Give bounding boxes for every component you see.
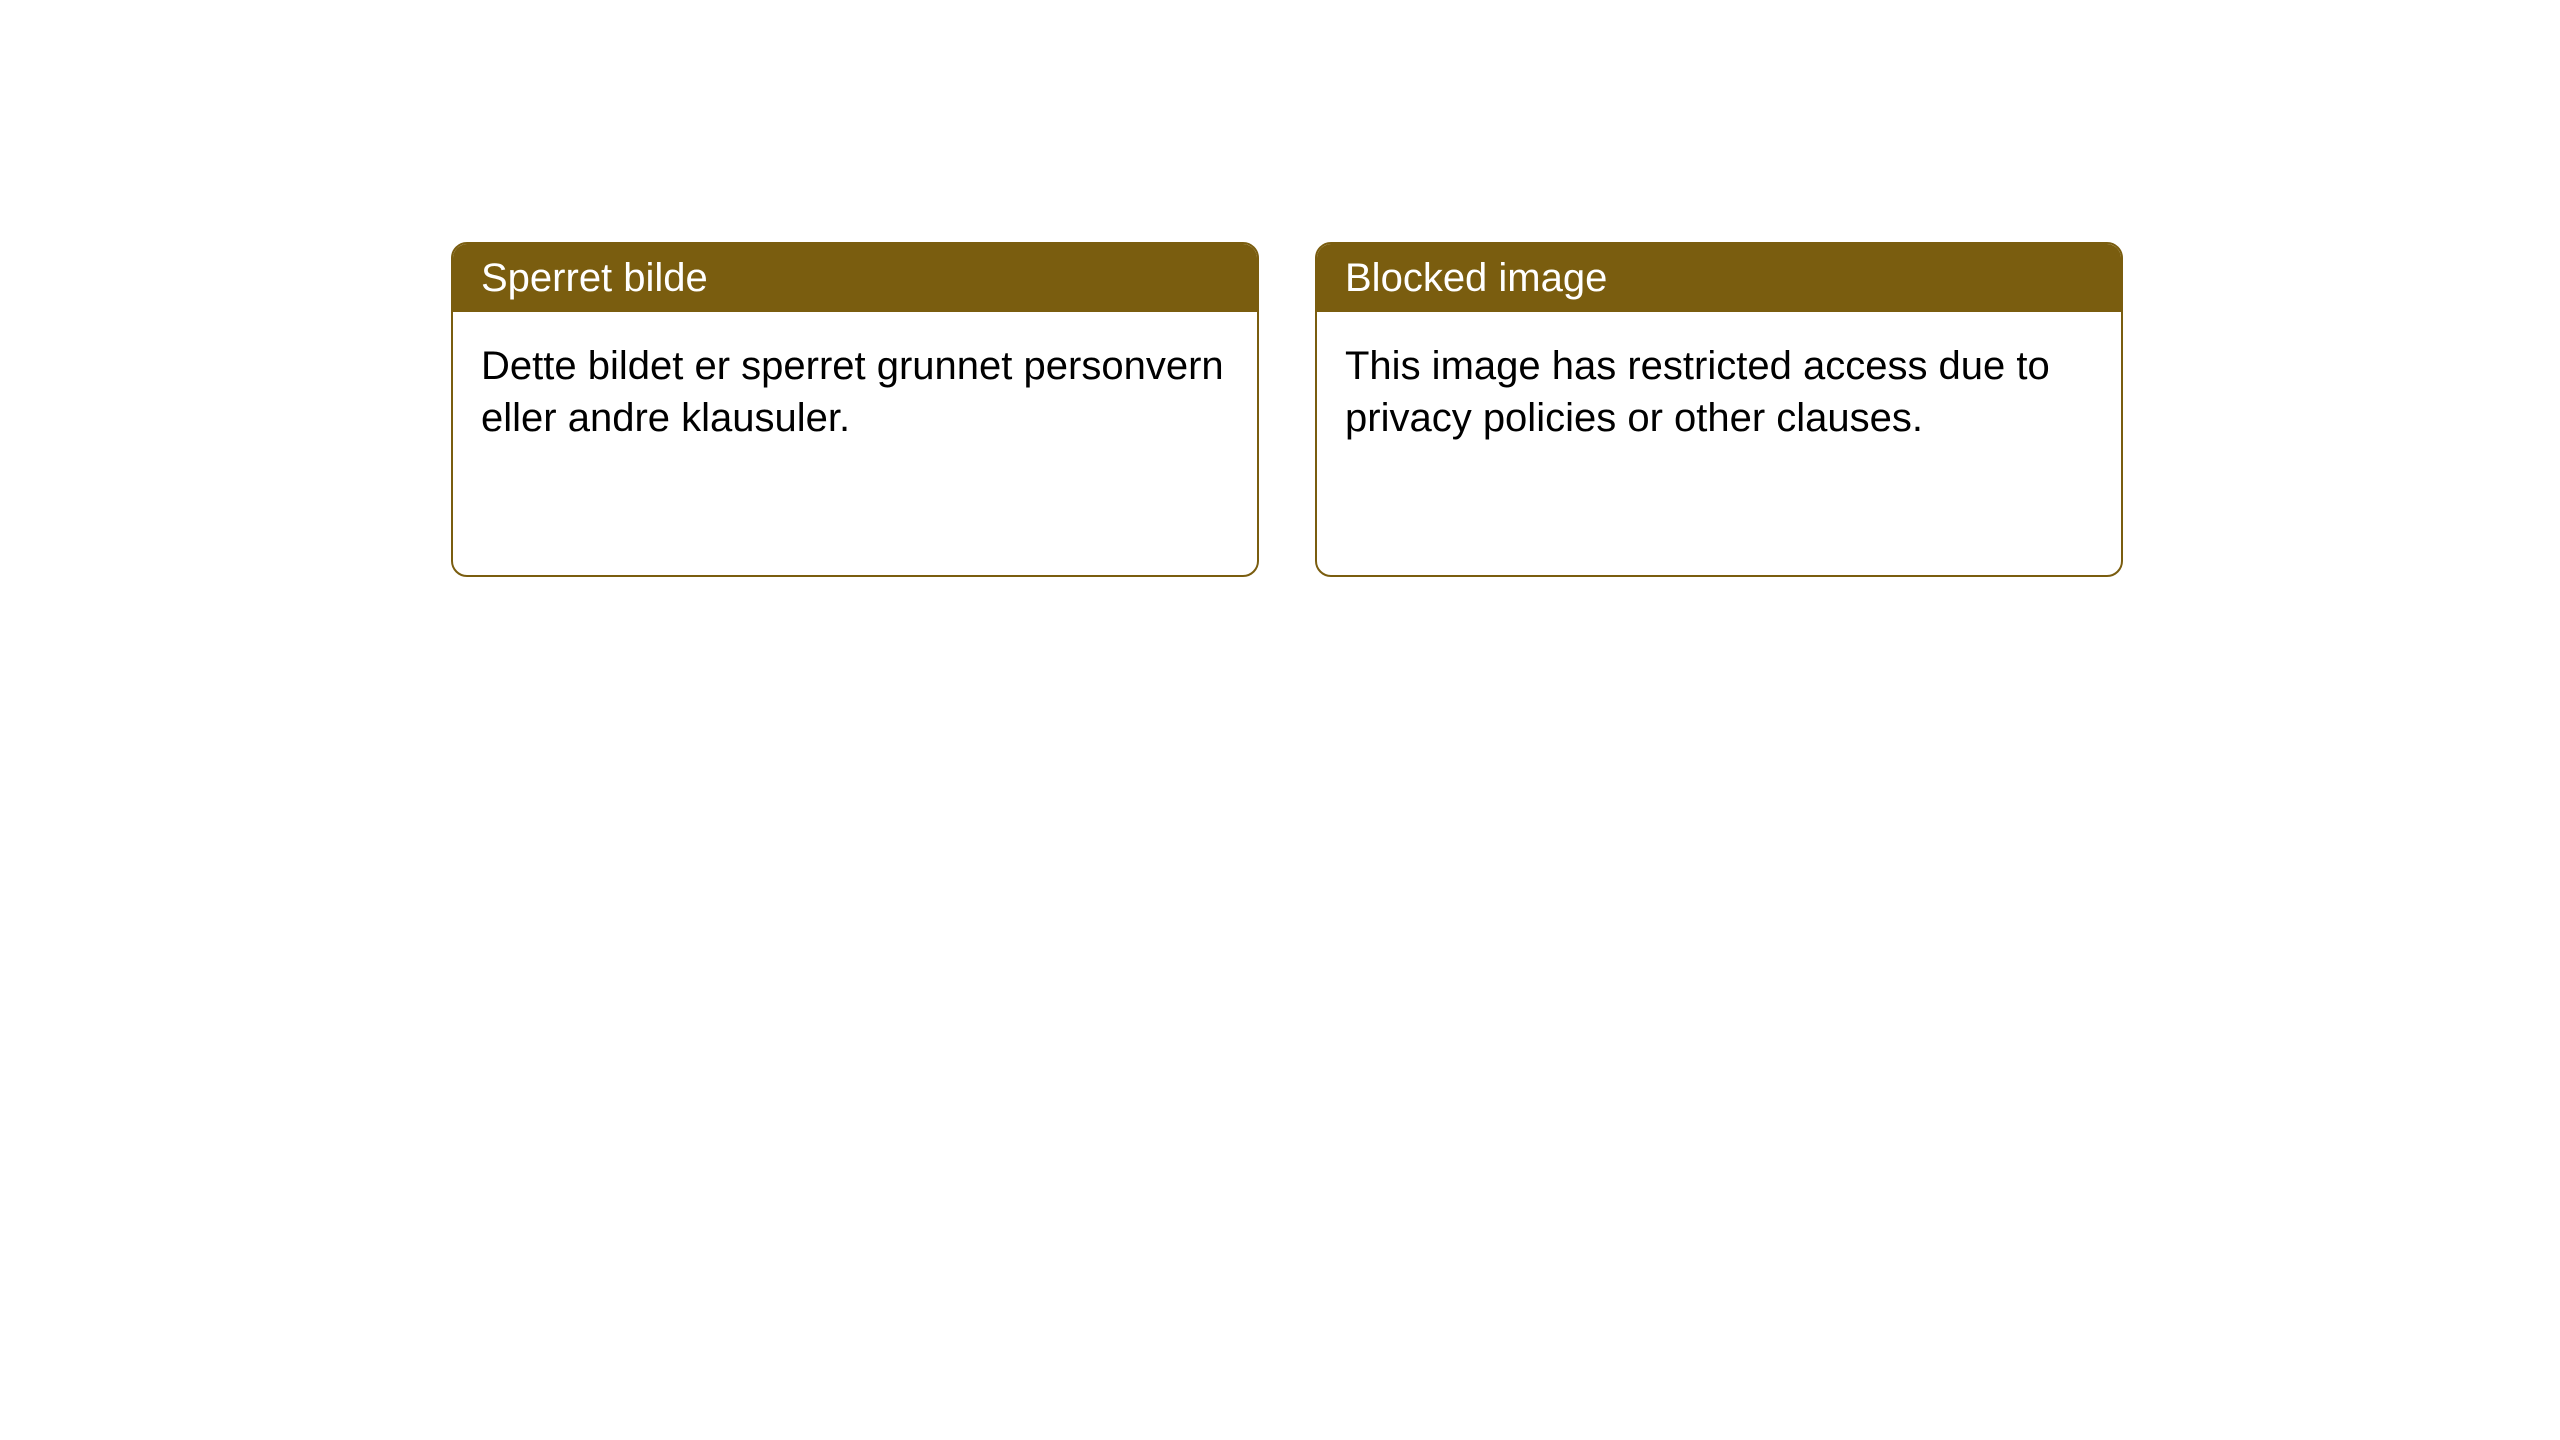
- notice-title-norwegian: Sperret bilde: [453, 244, 1257, 312]
- notice-card-norwegian: Sperret bilde Dette bildet er sperret gr…: [451, 242, 1259, 577]
- notice-body-english: This image has restricted access due to …: [1317, 312, 2121, 472]
- notice-title-english: Blocked image: [1317, 244, 2121, 312]
- notice-body-norwegian: Dette bildet er sperret grunnet personve…: [453, 312, 1257, 472]
- notice-card-english: Blocked image This image has restricted …: [1315, 242, 2123, 577]
- notice-container: Sperret bilde Dette bildet er sperret gr…: [0, 0, 2560, 577]
